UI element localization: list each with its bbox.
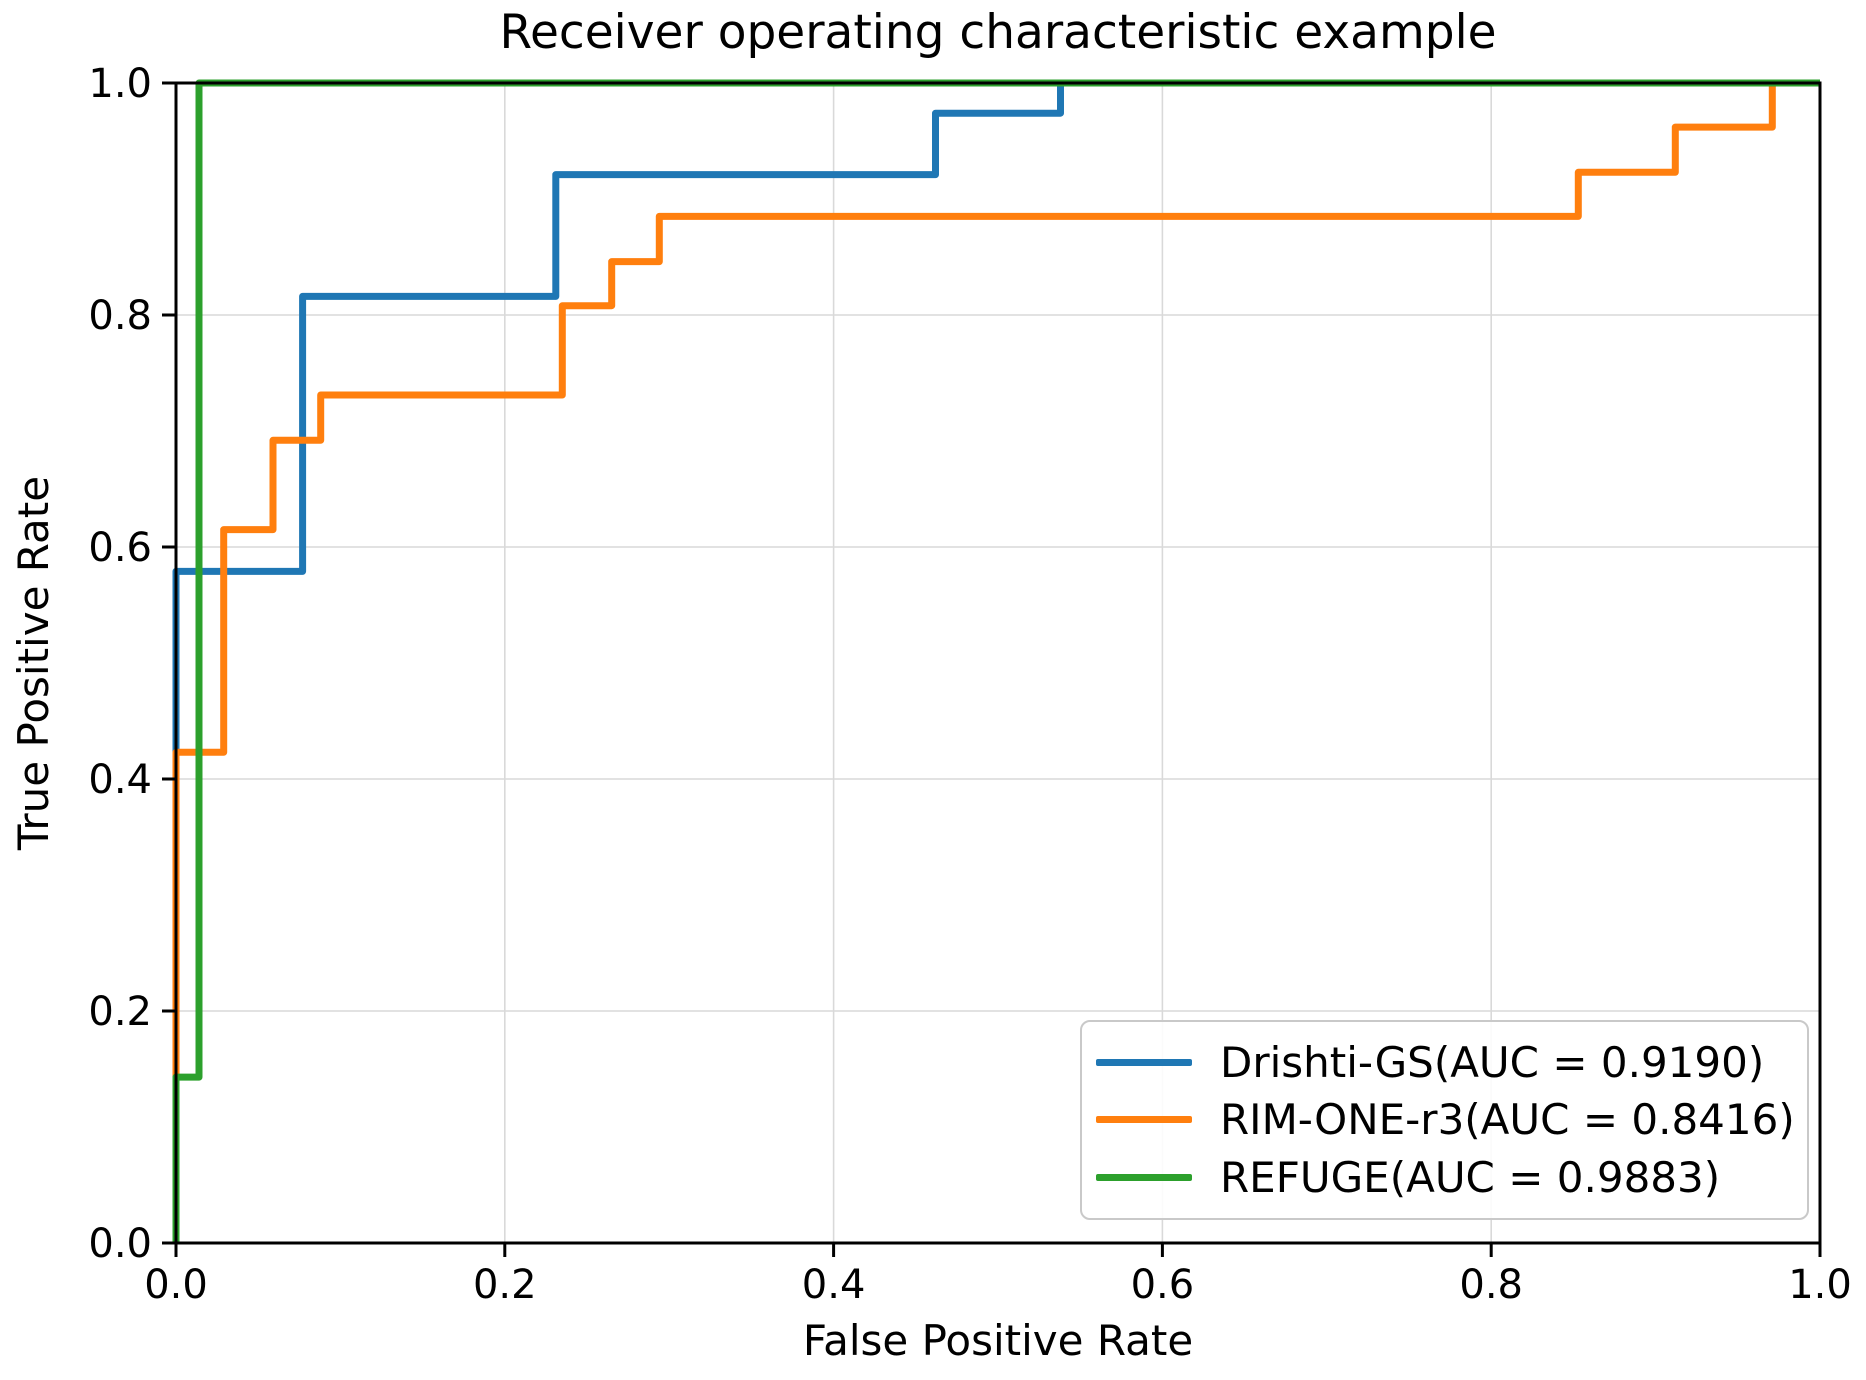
roc-curve-rim-one-r3 xyxy=(172,79,1820,1243)
x-tick-label: 0.2 xyxy=(473,1262,537,1308)
y-tick-label: 1.0 xyxy=(88,61,152,107)
y-tick-label: 0.8 xyxy=(88,293,152,339)
legend-item: REFUGE(AUC = 0.9883) xyxy=(1096,1153,1789,1202)
y-tick-label: 0.2 xyxy=(88,989,152,1035)
legend-item: Drishti-GS(AUC = 0.9190) xyxy=(1096,1038,1789,1087)
x-tick-label: 0.0 xyxy=(144,1262,208,1308)
y-tick-label: 0.4 xyxy=(88,757,152,803)
y-axis-label: True Positive Rate xyxy=(9,476,58,851)
x-tick-label: 1.0 xyxy=(1788,1262,1852,1308)
axis-ticks: 0.0 0.2 0.4 0.6 0.8 1.0 0.0 0.2 0.4 0.6 0.8 1.0 xyxy=(88,61,1851,1308)
y-tick-label: 0.6 xyxy=(88,525,152,571)
chart-title: Receiver operating characteristic exampl… xyxy=(499,5,1496,60)
legend-line-sample-refuge xyxy=(1096,1173,1192,1181)
legend-line-sample-drishti-gs xyxy=(1096,1059,1192,1067)
y-tick-label: 0.0 xyxy=(88,1221,152,1267)
x-tick-label: 0.8 xyxy=(1459,1262,1523,1308)
legend-label-rim-one-r3: RIM-ONE-r3(AUC = 0.8416) xyxy=(1220,1095,1795,1145)
legend: Drishti-GS(AUC = 0.9190) RIM-ONE-r3(AUC … xyxy=(1080,1020,1809,1220)
x-tick-label: 0.6 xyxy=(1131,1262,1195,1308)
legend-item: RIM-ONE-r3(AUC = 0.8416) xyxy=(1096,1095,1795,1144)
legend-line-sample-rim-one-r3 xyxy=(1096,1116,1192,1124)
plot-frame xyxy=(174,81,1822,1245)
legend-label-drishti-gs: Drishti-GS(AUC = 0.9190) xyxy=(1220,1038,1765,1088)
roc-curve-drishti-gs xyxy=(172,79,1820,1243)
x-axis-label: False Positive Rate xyxy=(803,1316,1193,1365)
legend-label-refuge: REFUGE(AUC = 0.9883) xyxy=(1220,1152,1721,1202)
x-tick-label: 0.4 xyxy=(802,1262,866,1308)
